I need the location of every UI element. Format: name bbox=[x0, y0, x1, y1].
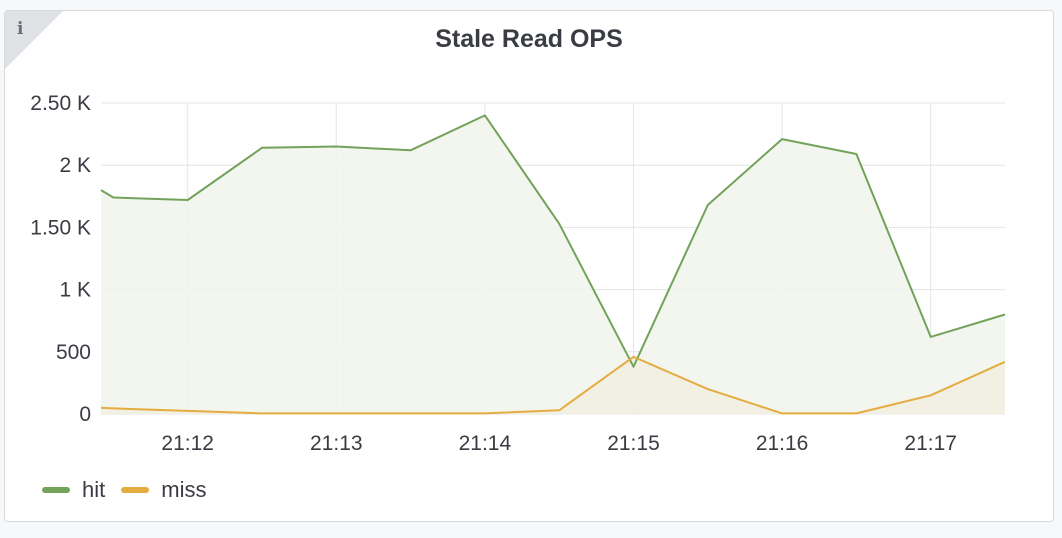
y-tick-label: 500 bbox=[56, 341, 91, 364]
legend-label: hit bbox=[82, 477, 106, 502]
y-tick-label: 0 bbox=[79, 403, 91, 426]
x-tick-label: 21:12 bbox=[161, 432, 214, 455]
x-tick-label: 21:13 bbox=[310, 432, 363, 455]
panel-title: Stale Read OPS bbox=[435, 25, 623, 53]
y-tick-label: 2 K bbox=[59, 154, 91, 177]
series-line-miss bbox=[100, 355, 1006, 415]
y-tick-label: 2.50 K bbox=[30, 92, 91, 115]
series-area-miss bbox=[101, 356, 1005, 414]
legend-item-miss[interactable]: miss bbox=[121, 477, 206, 503]
x-tick-label: 21:16 bbox=[756, 432, 809, 455]
chart-legend: hit miss bbox=[42, 477, 222, 503]
legend-item-hit[interactable]: hit bbox=[42, 477, 105, 503]
legend-swatch bbox=[121, 487, 150, 493]
y-tick-label: 1 K bbox=[59, 279, 91, 302]
series-line-hit bbox=[100, 114, 1006, 368]
chart-areas bbox=[101, 115, 1005, 415]
x-tick-label: 21:14 bbox=[459, 432, 512, 455]
panel-info-corner[interactable] bbox=[5, 11, 63, 69]
y-tick-label: 1.50 K bbox=[30, 216, 91, 239]
x-tick-label: 21:17 bbox=[904, 432, 957, 455]
x-axis-ticks: 21:12 21:13 21:14 21:15 21:16 21:17 bbox=[161, 432, 957, 455]
y-axis-ticks: 0 500 1 K 1.50 K 2 K 2.50 K bbox=[30, 92, 91, 426]
legend-swatch bbox=[42, 487, 70, 493]
series-area-hit bbox=[101, 115, 1005, 415]
legend-label: miss bbox=[161, 477, 207, 502]
chart-lines bbox=[100, 114, 1006, 415]
info-icon[interactable]: i bbox=[17, 19, 24, 39]
x-tick-label: 21:15 bbox=[607, 432, 660, 455]
